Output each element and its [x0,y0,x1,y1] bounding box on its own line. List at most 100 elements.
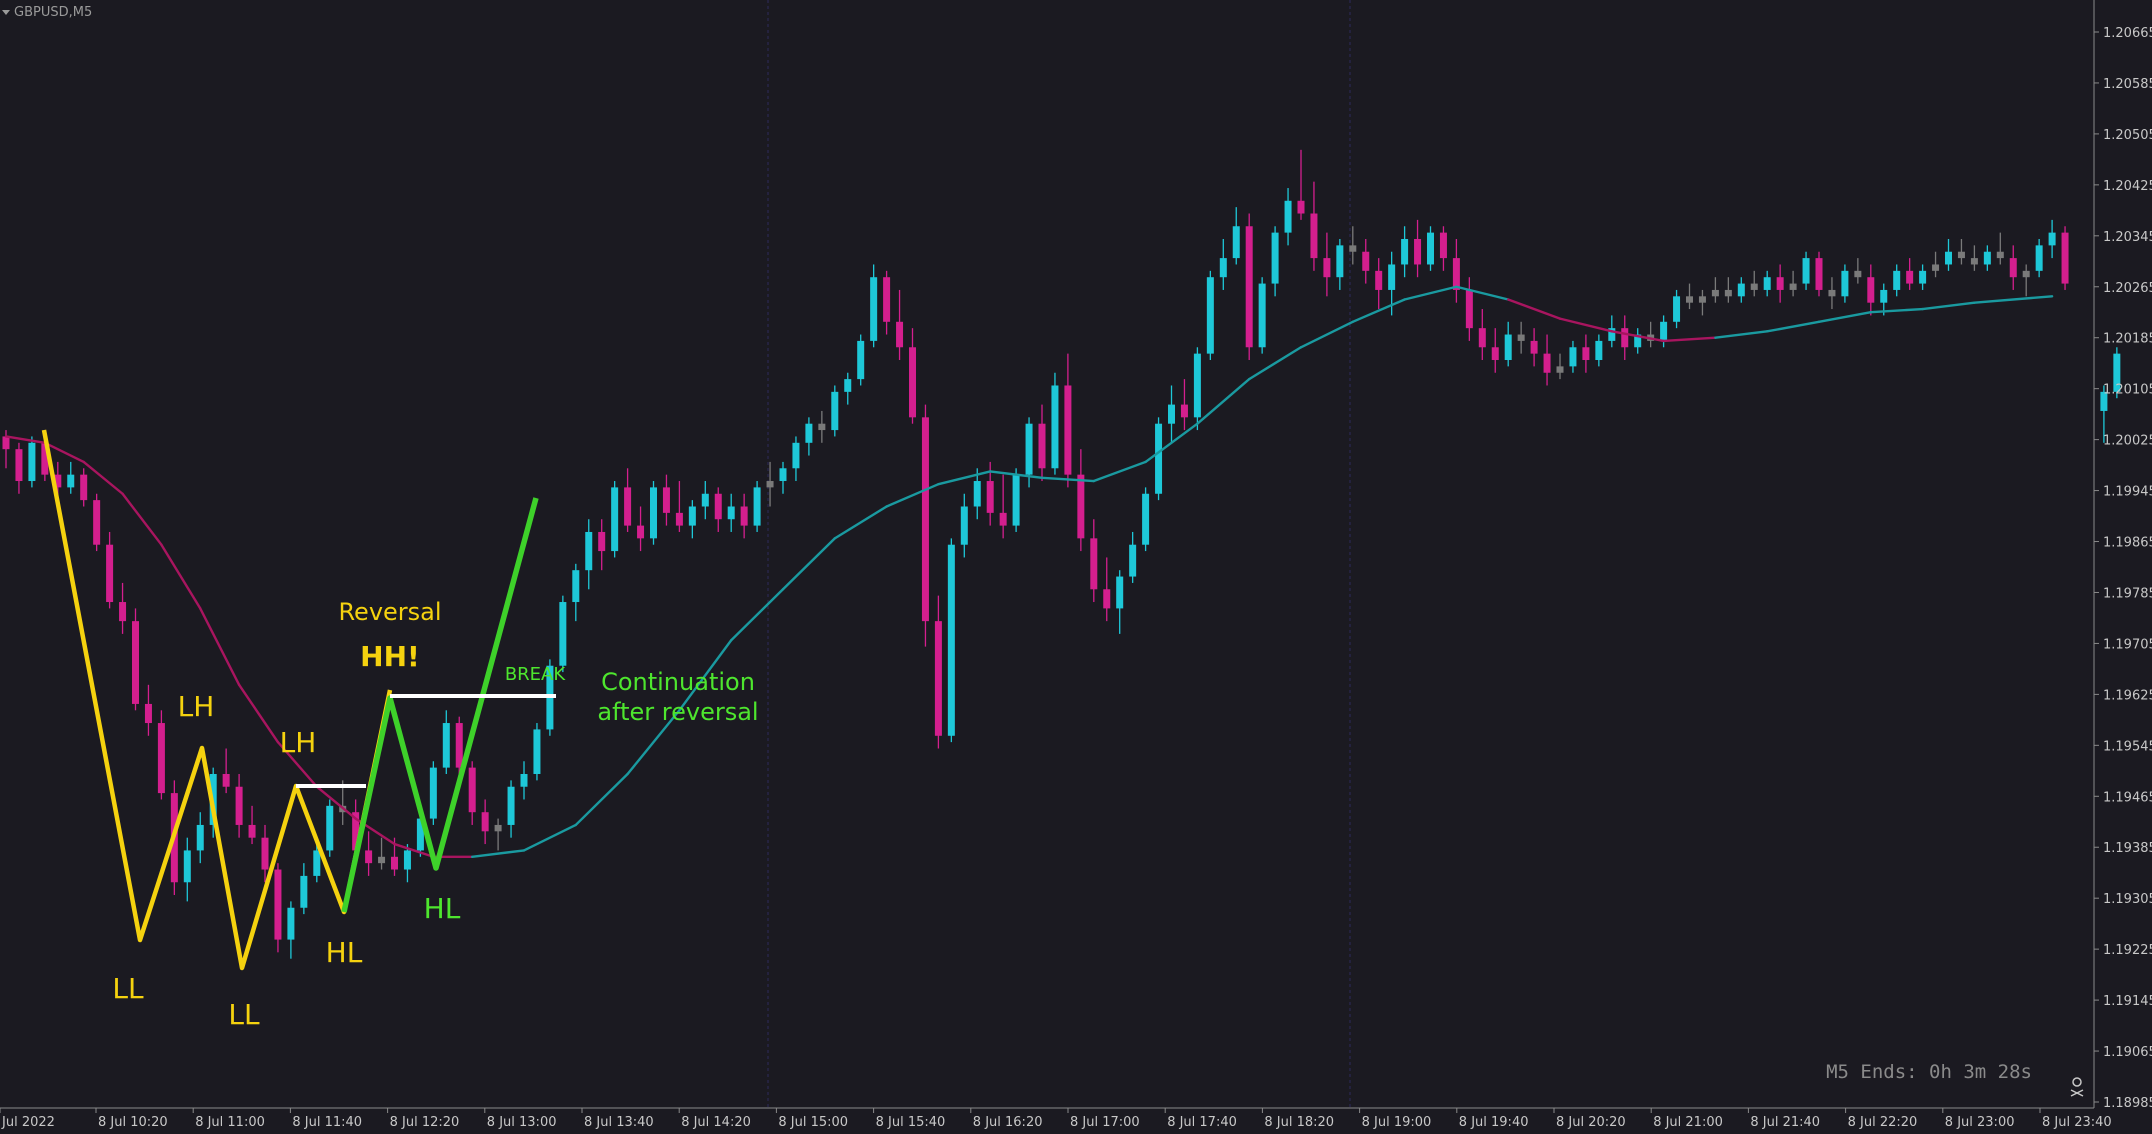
price-tick-label: 1.20265 [2103,281,2152,296]
candle [1478,309,1486,361]
candle-body [2,436,10,450]
candle-body [1608,328,1616,341]
candle-body [1323,258,1331,278]
candle-body [1945,251,1952,265]
price-tick-label: 1.19785 [2103,586,2152,601]
time-tick-label: 8 Jul 11:40 [292,1115,362,1130]
candle-body [1064,385,1072,475]
candle [598,519,606,571]
collapse-triangle-icon[interactable] [2,10,10,15]
candle [1530,328,1538,367]
candle-body [1077,474,1085,539]
candle-body [934,621,942,736]
candle [119,582,127,634]
candle-body [1336,245,1344,278]
candle-body [572,570,580,603]
candle [1983,245,1991,271]
candle-body [67,474,75,488]
candle-body [999,512,1007,526]
candle-body [883,277,891,322]
candle-body [753,487,761,526]
ma-segment [315,785,357,820]
candle [1634,328,1642,354]
candle [831,385,839,437]
ma-segment [1662,336,1717,343]
candle [1284,188,1292,246]
candle [1180,379,1188,431]
candle [196,812,204,864]
candle [1906,258,1914,290]
candle-body [779,468,787,482]
bar-timer: M5 Ends: 0h 3m 28s [1826,1061,2032,1083]
candle [455,716,463,774]
candle [80,468,88,507]
candle-body [300,875,308,908]
candle [261,824,269,883]
candle [1724,277,1732,303]
candle-body [1673,296,1681,322]
candle [559,595,567,673]
candle [1841,264,1849,303]
candle-body [1439,232,1447,259]
ma-segment [1040,476,1096,483]
expert-advisor-icon[interactable] [2070,1077,2084,1097]
ma-segment [1247,346,1303,381]
candle-body [1854,270,1862,278]
candle-body [1465,289,1473,329]
candle [753,481,761,532]
ma-segment [121,492,163,546]
ma-segment [4,435,47,445]
candle [2035,238,2043,278]
ma-segment [393,842,435,858]
candle [766,461,774,507]
candle [740,493,748,539]
price-tick-label: 1.18985 [2103,1096,2152,1111]
candle [494,818,502,851]
candle-body [2022,270,2030,278]
candle-body [119,602,127,622]
candle-body [688,506,696,526]
candle-body [1634,334,1642,348]
candle [792,436,800,482]
moving-average-layer [4,285,2054,858]
candle [1595,334,1603,367]
candle [1957,238,1965,265]
candle-body [1051,385,1059,469]
ma-segment [1921,301,1976,311]
candle [1129,531,1137,583]
candle [909,328,916,424]
candle [1517,321,1525,354]
candle-body [442,723,450,768]
candle [132,608,139,711]
candle-body [2100,391,2108,411]
time-tick-label: 8 Jul 19:00 [1362,1115,1432,1130]
candle [1051,372,1059,475]
label-lh-1: LH [178,690,215,723]
candle [15,442,23,494]
candle [507,780,515,838]
candle [896,289,904,361]
label-hl-2: HL [424,892,461,925]
candle-body [1284,200,1292,233]
candle [1349,226,1357,265]
candle [662,474,670,526]
ma-segment [1610,330,1665,343]
candle [688,500,696,539]
time-tick-label: 8 Jul 16:20 [973,1115,1043,1130]
candle-body [1517,334,1525,341]
ma-segment [1351,298,1406,323]
candle [1970,245,1978,271]
price-tick-label: 1.20505 [2103,128,2152,143]
time-tick-label: 8 Jul 11:00 [195,1115,265,1130]
candle [1854,258,1862,284]
ma-segment [1714,330,1769,339]
candle-body [2061,232,2069,284]
candle-body [714,493,722,520]
candle-body [1401,238,1409,265]
candle-body [1776,277,1784,290]
candle [144,684,152,736]
candle-body [585,531,593,571]
candle-body [1957,251,1965,259]
